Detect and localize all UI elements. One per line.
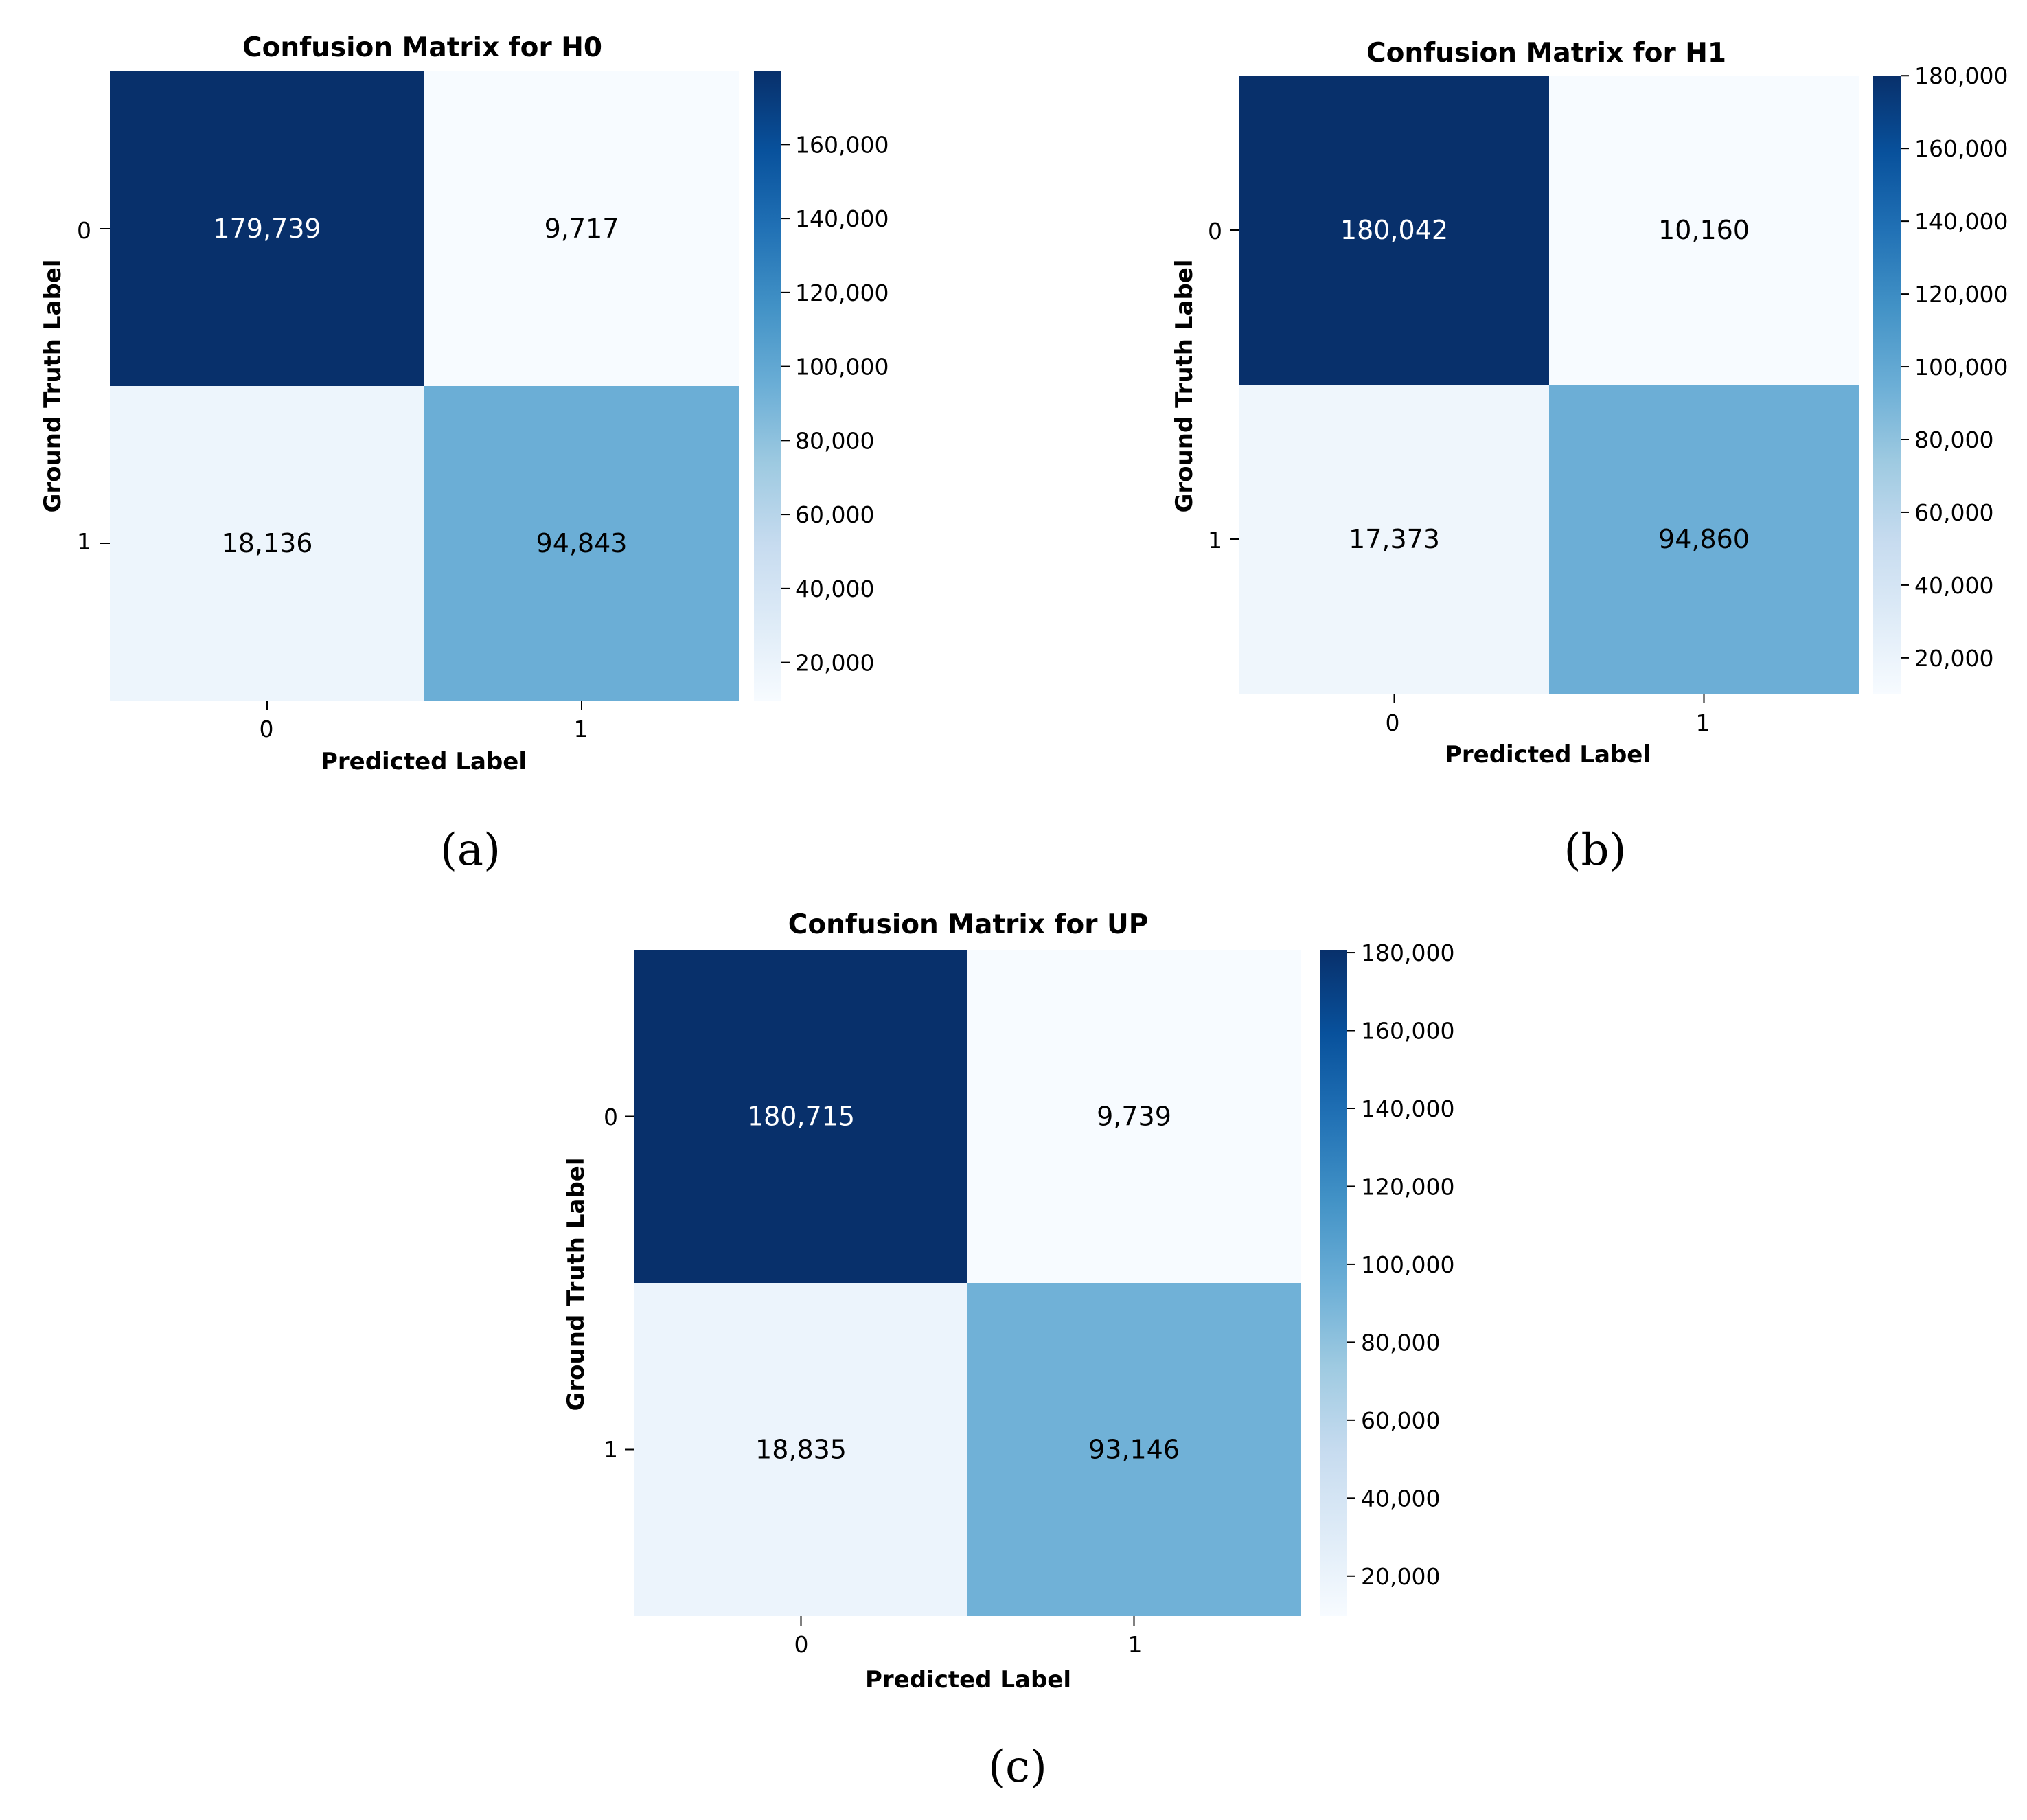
- panel-label-a: (a): [440, 825, 501, 876]
- heatmap-cell: [1549, 76, 1859, 385]
- heatmap-cell: [110, 386, 424, 701]
- colorbar-ticks-c: 20,000 40,000 60,000 80,000 100,000 120,000 14…: [1347, 940, 1454, 1590]
- colorbar-tick-label: 80,000: [795, 427, 874, 454]
- colorbar-tick-label: 100,000: [1914, 354, 2008, 380]
- cell-value-label: 94,860: [1658, 524, 1750, 554]
- heatmap-cell: [1239, 76, 1549, 385]
- y-tick-label: 0: [77, 217, 91, 244]
- heatmap-cells-c: 180,715 9,739 18,835 93,146: [625, 950, 1301, 1626]
- colorbar-tick-label: 100,000: [795, 354, 889, 380]
- colorbar-tick-label: 100,000: [1361, 1251, 1454, 1278]
- colorbar-tick-label: 140,000: [1361, 1095, 1454, 1122]
- colorbar-tick-label: 140,000: [795, 205, 889, 232]
- colorbar-tick-label: 120,000: [1361, 1173, 1454, 1200]
- colorbar-tick-label: 20,000: [1361, 1563, 1440, 1590]
- y-axis-label-c: Ground Truth Label: [562, 1157, 590, 1411]
- colorbar-tick-label: 160,000: [1361, 1018, 1454, 1045]
- colorbar-tick-label: 140,000: [1914, 208, 2008, 235]
- colorbar-tick-label: 40,000: [1361, 1485, 1440, 1512]
- colorbar-tick-label: 180,000: [1361, 940, 1454, 966]
- x-tick-label: 0: [794, 1631, 809, 1658]
- heatmap-cell: [1239, 385, 1549, 694]
- cell-value-label: 17,373: [1349, 524, 1440, 554]
- cell-value-label: 180,715: [747, 1102, 855, 1132]
- colorbar-tick-label: 40,000: [795, 576, 874, 602]
- y-tick-label: 0: [604, 1104, 618, 1130]
- x-axis-label-c: Predicted Label: [865, 1666, 1071, 1694]
- chart-title-a: Confusion Matrix for H0: [242, 32, 602, 63]
- y-tick-label: 1: [604, 1436, 618, 1463]
- colorbar-c: [1320, 950, 1347, 1616]
- panel-a: Confusion Matrix for H0 179,739 9,717 18,1…: [39, 32, 889, 876]
- panel-label-b: (b): [1564, 825, 1627, 876]
- x-tick-label: 0: [1386, 709, 1400, 736]
- colorbar-tick-label: 80,000: [1914, 426, 1993, 453]
- y-tick-label: 1: [77, 528, 91, 555]
- colorbar-tick-label: 60,000: [795, 501, 874, 528]
- heatmap-cell: [967, 950, 1301, 1283]
- cell-value-label: 18,136: [222, 528, 313, 558]
- heatmap-cell: [424, 71, 739, 386]
- colorbar-tick-label: 20,000: [795, 650, 874, 676]
- cell-value-label: 94,843: [536, 528, 628, 558]
- heatmap-cells-a: 179,739 9,717 18,136 94,843: [100, 71, 739, 710]
- panel-c: Confusion Matrix for UP 180,715 9,739 18,8…: [562, 909, 1454, 1793]
- heatmap-cell: [967, 1283, 1301, 1616]
- heatmap-cell: [1549, 385, 1859, 694]
- cell-value-label: 179,739: [213, 214, 321, 244]
- heatmap-cells-b: 180,042 10,160 17,373 94,860: [1230, 76, 1859, 703]
- colorbar-tick-label: 120,000: [1914, 281, 2008, 308]
- colorbar-tick-label: 60,000: [1914, 499, 1993, 526]
- panel-b: Confusion Matrix for H1 180,042 10,160 17,…: [1171, 38, 2008, 876]
- colorbar-tick-label: 20,000: [1914, 645, 1993, 672]
- heatmap-cell: [110, 71, 424, 386]
- colorbar-tick-label: 80,000: [1361, 1329, 1440, 1356]
- cell-value-label: 9,739: [1097, 1102, 1171, 1132]
- y-axis-label-b: Ground Truth Label: [1171, 259, 1198, 512]
- y-tick-label: 0: [1208, 218, 1222, 244]
- cell-value-label: 18,835: [755, 1435, 847, 1465]
- colorbar-tick-label: 160,000: [1914, 135, 2008, 162]
- y-tick-label: 1: [1208, 527, 1222, 554]
- heatmap-cell: [634, 1283, 967, 1616]
- cell-value-label: 10,160: [1658, 215, 1750, 245]
- colorbar-b: [1873, 76, 1901, 694]
- cell-value-label: 93,146: [1088, 1435, 1180, 1465]
- x-tick-label: 1: [1128, 1631, 1143, 1658]
- heatmap-cell: [424, 386, 739, 701]
- cell-value-label: 180,042: [1340, 215, 1448, 245]
- chart-title-b: Confusion Matrix for H1: [1366, 38, 1726, 69]
- colorbar-tick-label: 60,000: [1361, 1407, 1440, 1434]
- panel-label-c: (c): [988, 1742, 1047, 1793]
- y-axis-label-a: Ground Truth Label: [39, 259, 67, 512]
- chart-title-c: Confusion Matrix for UP: [788, 909, 1149, 940]
- colorbar-tick-label: 120,000: [795, 280, 889, 306]
- colorbar-ticks-b: 20,000 40,000 60,000 80,000 100,000 120,000 14…: [1901, 62, 2008, 672]
- x-tick-label: 0: [260, 716, 274, 742]
- x-axis-label-a: Predicted Label: [321, 748, 527, 775]
- heatmap-cell: [634, 950, 967, 1283]
- colorbar-tick-label: 160,000: [795, 131, 889, 158]
- colorbar-a: [754, 71, 781, 701]
- colorbar-tick-label: 180,000: [1914, 62, 2008, 89]
- x-axis-label-b: Predicted Label: [1445, 741, 1651, 769]
- x-tick-label: 1: [1696, 709, 1710, 736]
- cell-value-label: 9,717: [545, 214, 619, 244]
- x-tick-label: 1: [574, 716, 588, 742]
- colorbar-ticks-a: 20,000 40,000 60,000 80,000 100,000 120,000 14…: [781, 131, 889, 676]
- colorbar-tick-label: 40,000: [1914, 572, 1993, 599]
